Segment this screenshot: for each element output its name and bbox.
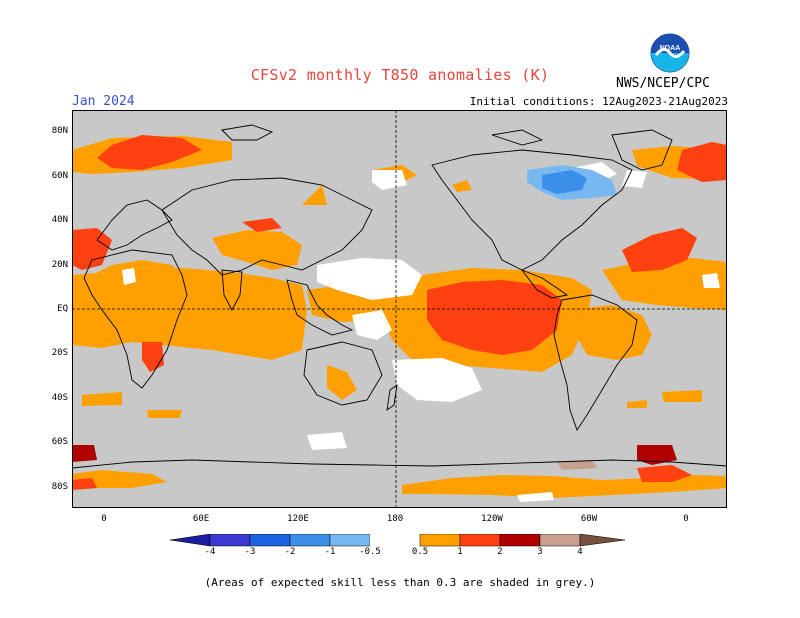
colorbar-label-p2: 2 (497, 547, 503, 557)
colorbar-label-m05: -0.5 (359, 547, 381, 557)
colorbar-seg-p05 (419, 534, 461, 547)
skill-footnote: (Areas of expected skill less than 0.3 a… (204, 576, 596, 589)
anomaly-3-4-regions (557, 460, 597, 470)
colorbar-label-p1: 1 (457, 547, 463, 557)
colorbar (170, 534, 626, 547)
colorbar-seg-neutral (370, 534, 420, 546)
forecast-month: Jan 2024 (72, 94, 135, 109)
svg-text:NOAA: NOAA (660, 45, 681, 52)
colorbar-seg-2 (289, 534, 331, 547)
anomaly-negative-regions (527, 165, 617, 200)
colorbar-seg-p2 (499, 534, 541, 547)
lat-label-80s: 80S (51, 482, 68, 492)
lon-label-120w: 120W (481, 514, 503, 524)
anomaly-map (72, 110, 727, 508)
lat-label-40n: 40N (51, 215, 68, 225)
lon-label-180: 180 (386, 514, 404, 524)
coastlines (72, 124, 727, 469)
colorbar-seg-p1 (459, 534, 501, 547)
colorbar-label-p3: 3 (537, 547, 543, 557)
lat-label-eq: EQ (57, 304, 68, 314)
colorbar-seg-1 (329, 534, 371, 547)
anomaly-2-3-regions (72, 445, 677, 465)
anomaly-1-2-regions (72, 135, 727, 490)
lat-label-20n: 20N (51, 260, 68, 270)
colorbar-seg-3 (249, 534, 291, 547)
initial-conditions: Initial conditions: 12Aug2023-21Aug2023 (469, 95, 728, 108)
colorbar-seg-lt-4 (209, 534, 251, 547)
colorbar-label-m1: -1 (324, 547, 336, 557)
lat-label-60s: 60S (51, 437, 68, 447)
colorbar-label-p4: 4 (577, 547, 583, 557)
colorbar-label-p05: 0.5 (411, 547, 429, 557)
lon-label-0: 0 (101, 514, 107, 524)
lon-label-0-east: 0 (683, 514, 689, 524)
lat-label-20s: 20S (51, 348, 68, 358)
lat-label-40s: 40S (51, 393, 68, 403)
colorbar-label-m4: -4 (204, 547, 216, 557)
colorbar-arrow-right (579, 534, 626, 547)
colorbar-label-m2: -2 (284, 547, 296, 557)
lon-label-120e: 120E (287, 514, 309, 524)
lat-label-60n: 60N (51, 171, 68, 181)
agency-label: NWS/NCEP/CPC (616, 76, 710, 91)
lat-label-80n: 80N (51, 126, 68, 136)
lon-label-60w: 60W (580, 514, 598, 524)
neutral-regions (122, 162, 720, 502)
noaa-logo-icon: NOAA (650, 33, 690, 73)
colorbar-arrow-left (170, 534, 211, 547)
colorbar-label-m3: -3 (244, 547, 256, 557)
colorbar-seg-p3 (539, 534, 581, 547)
map-frame (72, 110, 727, 508)
lon-label-60e: 60E (192, 514, 210, 524)
map-title: CFSv2 monthly T850 anomalies (K) (250, 66, 550, 84)
